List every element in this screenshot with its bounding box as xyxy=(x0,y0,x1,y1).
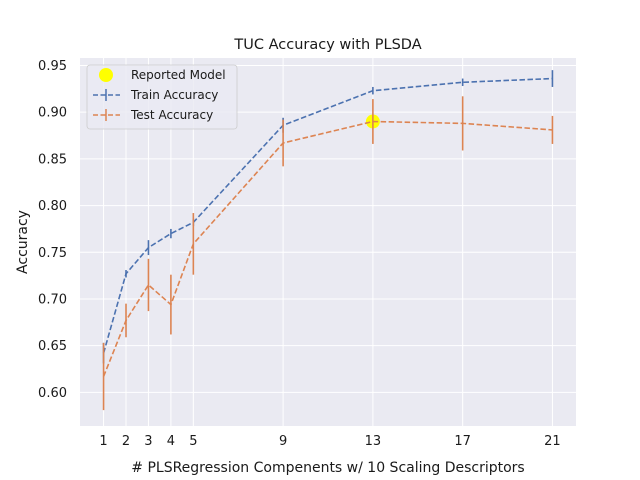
y-tick-label: 0.90 xyxy=(38,106,67,121)
x-tick-label: 5 xyxy=(189,434,197,449)
series-test xyxy=(102,96,554,411)
x-axis-label: # PLSRegression Compenents w/ 10 Scaling… xyxy=(131,460,524,476)
x-tick-label: 3 xyxy=(144,434,152,449)
y-tick-label: 0.70 xyxy=(38,292,67,307)
legend-label-reported-model: Reported Model xyxy=(131,68,226,82)
y-tick-label: 0.80 xyxy=(38,199,67,214)
legend-highlight-marker xyxy=(99,68,113,82)
legend-label-train: Train Accuracy xyxy=(130,88,218,102)
x-tick-label: 2 xyxy=(122,434,130,449)
y-tick-label: 0.95 xyxy=(38,59,67,74)
x-tick-label: 17 xyxy=(454,434,471,449)
x-tick-label: 4 xyxy=(167,434,175,449)
y-axis-label: Accuracy xyxy=(15,210,31,274)
y-tick-label: 0.75 xyxy=(38,246,67,261)
y-tick-label: 0.85 xyxy=(38,152,67,167)
chart-title: TUC Accuracy with PLSDA xyxy=(233,37,421,53)
legend-label-test: Test Accuracy xyxy=(130,108,213,122)
tick-layer: 1 2 3 4 5 9 13 17 21 0.60 0.65 0.70 0.75 0.80 0.85 0.90… xyxy=(38,59,561,449)
series-layer xyxy=(102,70,554,411)
legend-box xyxy=(86,64,238,130)
y-tick-label: 0.60 xyxy=(38,386,67,401)
x-tick-label: 9 xyxy=(279,434,287,449)
legend: Reported Model Train Accuracy Test Accur… xyxy=(86,64,238,130)
x-tick-label: 1 xyxy=(99,434,107,449)
x-tick-label: 13 xyxy=(365,434,382,449)
x-tick-label: 21 xyxy=(544,434,561,449)
y-tick-label: 0.65 xyxy=(38,339,67,354)
